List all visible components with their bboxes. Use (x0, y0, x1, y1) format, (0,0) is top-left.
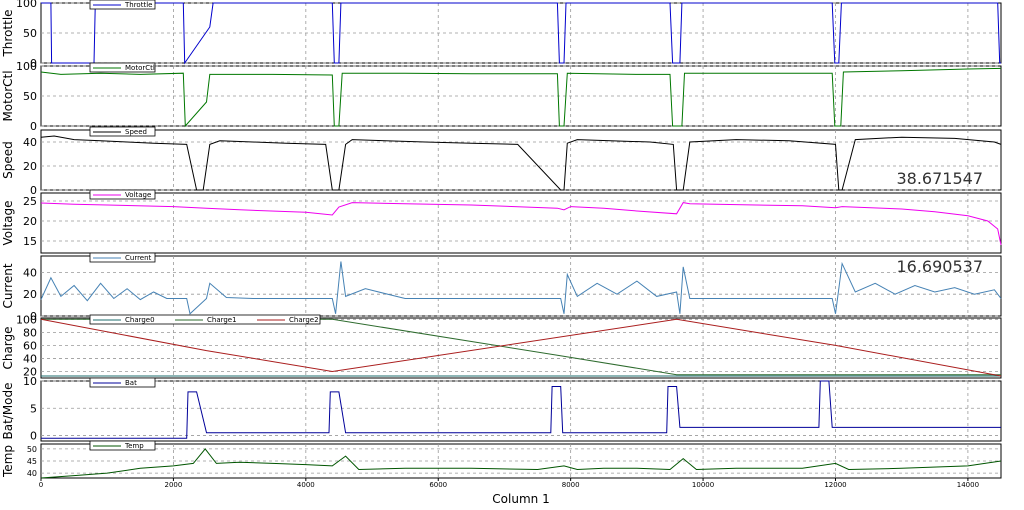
legend-box (89, 0, 156, 10)
y-axis-label: Current (1, 263, 15, 308)
y-tick-label: 50 (23, 90, 37, 103)
y-tick-label: 80 (23, 326, 37, 339)
x-tick-label: 8000 (562, 481, 580, 489)
y-tick-label: 45 (27, 457, 37, 466)
y-tick-label: 40 (23, 352, 37, 365)
y-tick-label: 0 (30, 310, 37, 323)
y-axis-label: Bat/Mode (1, 382, 15, 439)
series-line-temp (40, 448, 1002, 479)
legend-box (89, 314, 321, 325)
series-line-voltage (40, 202, 1002, 246)
panel-bat-mode: 0 5 10 Bat/Mode Bat (1, 375, 1002, 443)
legend-label: Current (125, 254, 152, 262)
legend-label: Throttle (124, 1, 152, 9)
y-tick-label: 20 (23, 288, 37, 301)
panel-frame (40, 192, 1002, 254)
y-tick-label: 60 (23, 339, 37, 352)
x-tick-label: 4000 (297, 481, 315, 489)
y-tick-label: 40 (23, 266, 37, 279)
x-tick-label: 0 (39, 481, 43, 489)
y-tick-label: 50 (27, 445, 37, 454)
legend-label: Charge0 (125, 316, 155, 324)
value-readout: 38.671547 (896, 169, 983, 188)
x-tick-label: 6000 (429, 481, 447, 489)
legend-box (89, 252, 156, 263)
legend-label: Temp (124, 442, 144, 450)
y-tick-label: 20 (23, 365, 37, 378)
y-tick-label: 10 (23, 375, 37, 388)
x-tick-label: 12000 (824, 481, 846, 489)
x-tick-label: 2000 (164, 481, 182, 489)
y-tick-label: 100 (16, 0, 37, 10)
legend-box (89, 189, 156, 200)
panel-frame (40, 129, 1002, 191)
legend-box (89, 62, 156, 73)
legend-label: Charge1 (207, 316, 237, 324)
series-line-current (40, 261, 1002, 315)
y-tick-label: 5 (30, 402, 37, 415)
legend-box (89, 126, 156, 137)
panel-speed: 0 20 40 Speed Speed 38.671547 (1, 126, 1002, 197)
y-axis-label: Temp (1, 445, 15, 478)
y-axis-label: Throttle (1, 9, 15, 57)
y-axis-label: Speed (1, 141, 15, 179)
y-tick-label: 40 (27, 469, 37, 478)
y-tick-label: 0 (30, 184, 37, 197)
y-tick-label: 25 (23, 195, 37, 208)
y-tick-label: 50 (23, 27, 37, 40)
series-line-charge2 (40, 318, 1002, 377)
legend-label: Charge2 (289, 316, 319, 324)
y-axis-label: MotorCtl (1, 70, 15, 121)
panels-group: 050100ThrottleThrottle050100MotorCtlMoto… (1, 0, 1002, 479)
x-axis: 0 2000 4000 6000 8000 10000 12000 14000 Column 1 (39, 478, 979, 506)
legend-label: MotorCtl (125, 64, 155, 72)
legend-label: Speed (125, 128, 147, 136)
y-tick-label: 40 (23, 136, 37, 149)
y-axis-label: Voltage (1, 200, 15, 245)
legend-box (89, 440, 156, 451)
y-tick-label: 20 (23, 215, 37, 228)
x-tick-label: 10000 (692, 481, 714, 489)
panel-current: 0 20 40 Current Current 16.690537 (1, 252, 1002, 323)
y-tick-label: 100 (16, 60, 37, 73)
y-tick-label: 100 (16, 313, 37, 326)
panel-temp: 40 45 50 Temp Temp (1, 440, 1002, 479)
panel-frame (40, 317, 1002, 379)
panel-frame (40, 255, 1002, 317)
x-axis-label: Column 1 (492, 492, 549, 506)
y-tick-label: 0 (30, 57, 37, 70)
series-line-motorctl (40, 67, 1002, 128)
series-line-speed (40, 135, 1002, 191)
y-tick-label: 15 (23, 235, 37, 248)
panel-voltage: 15 20 25 Voltage Voltage (1, 189, 1002, 254)
x-tick-label: 14000 (957, 481, 979, 489)
legend-box (89, 377, 156, 388)
y-tick-label: 0 (30, 120, 37, 133)
legend-label: Bat (125, 379, 137, 387)
legend-label: Voltage (125, 191, 151, 199)
series-line-bat (41, 380, 1001, 439)
value-readout: 16.690537 (896, 257, 983, 276)
y-tick-label: 20 (23, 160, 37, 173)
y-tick-label: 0 (30, 430, 37, 443)
y-axis-label: Charge (1, 326, 15, 369)
panel-frame (40, 380, 1002, 442)
